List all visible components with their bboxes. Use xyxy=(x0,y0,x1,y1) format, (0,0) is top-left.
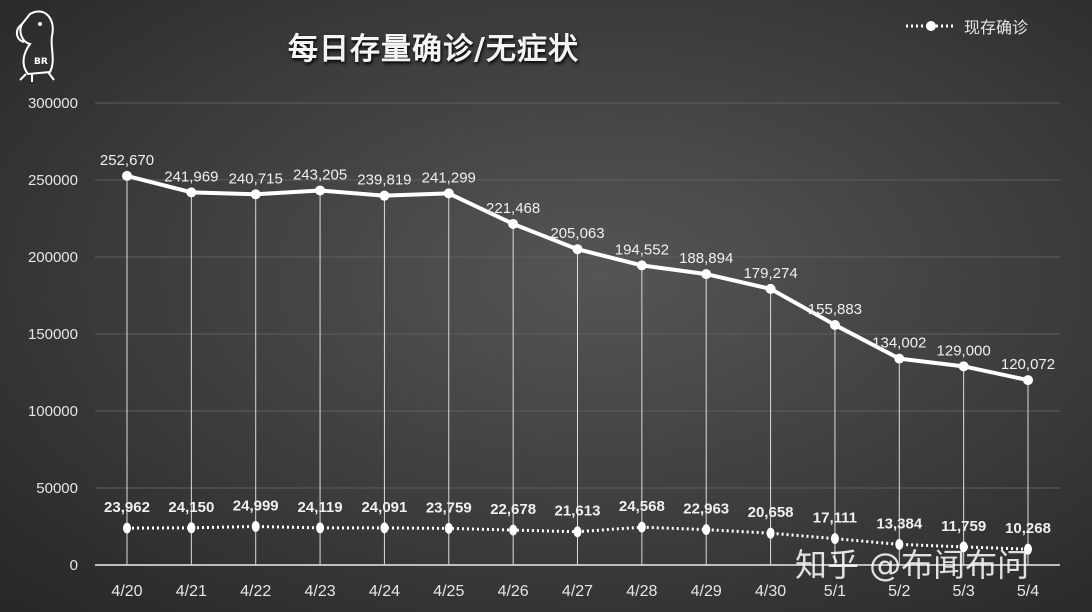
x-tick-label: 5/1 xyxy=(824,583,846,600)
data-point-asymptomatic xyxy=(187,522,196,534)
data-label-asymptomatic: 23,759 xyxy=(426,499,472,516)
data-point-asymptomatic xyxy=(380,522,389,534)
x-tick-label: 4/28 xyxy=(626,583,657,600)
data-point-asymptomatic xyxy=(830,533,839,545)
data-point-asymptomatic xyxy=(573,526,582,538)
data-label-confirmed: 194,552 xyxy=(615,241,669,258)
legend-label: 现存确诊 xyxy=(964,18,1029,37)
y-tick-label: 200000 xyxy=(28,249,78,266)
data-point-confirmed xyxy=(894,353,905,364)
data-label-confirmed: 243,205 xyxy=(293,166,347,183)
data-point-asymptomatic xyxy=(895,538,904,550)
data-point-confirmed xyxy=(958,361,969,372)
x-tick-label: 4/21 xyxy=(176,583,207,600)
data-point-confirmed xyxy=(443,188,454,199)
data-label-confirmed: 241,969 xyxy=(164,168,218,185)
data-point-asymptomatic xyxy=(702,524,711,536)
x-tick-label: 5/2 xyxy=(888,583,910,600)
data-label-asymptomatic: 22,678 xyxy=(490,501,536,518)
x-tick-label: 5/4 xyxy=(1017,583,1039,600)
y-tick-label: 300000 xyxy=(28,95,78,112)
data-point-confirmed xyxy=(572,244,583,255)
data-label-confirmed: 239,819 xyxy=(357,172,411,189)
data-label-asymptomatic: 21,613 xyxy=(555,503,601,520)
y-tick-label: 100000 xyxy=(28,403,78,420)
data-point-confirmed xyxy=(765,283,776,294)
data-label-asymptomatic: 22,963 xyxy=(683,501,729,518)
data-label-asymptomatic: 24,091 xyxy=(361,499,407,516)
data-point-asymptomatic xyxy=(1024,543,1032,555)
data-point-asymptomatic xyxy=(766,527,775,539)
data-label-confirmed: 188,894 xyxy=(679,250,733,267)
data-point-confirmed xyxy=(829,319,840,330)
data-label-confirmed: 129,000 xyxy=(937,342,991,359)
data-point-asymptomatic xyxy=(959,541,968,553)
data-label-confirmed: 240,715 xyxy=(229,170,283,187)
data-label-confirmed: 252,670 xyxy=(100,152,154,169)
data-point-confirmed xyxy=(508,218,519,229)
data-label-confirmed: 179,274 xyxy=(743,265,797,282)
data-point-asymptomatic xyxy=(444,522,453,534)
x-tick-label: 4/22 xyxy=(240,583,271,600)
data-label-confirmed: 221,468 xyxy=(486,200,540,217)
data-point-confirmed xyxy=(379,190,390,201)
data-point-asymptomatic xyxy=(316,522,325,534)
x-tick-label: 4/30 xyxy=(755,583,786,600)
x-tick-label: 4/26 xyxy=(498,583,529,600)
y-tick-label: 0 xyxy=(70,557,78,574)
data-point-asymptomatic xyxy=(509,524,518,536)
data-point-confirmed xyxy=(186,187,197,198)
data-label-confirmed: 205,063 xyxy=(550,225,604,242)
y-tick-label: 150000 xyxy=(28,326,78,343)
data-point-asymptomatic xyxy=(637,521,646,533)
data-label-asymptomatic: 23,962 xyxy=(104,499,150,516)
x-tick-label: 4/20 xyxy=(111,583,142,600)
data-label-asymptomatic: 24,150 xyxy=(168,499,214,516)
data-point-asymptomatic xyxy=(123,522,131,534)
data-point-confirmed xyxy=(250,189,261,200)
x-tick-label: 4/23 xyxy=(305,583,336,600)
x-tick-label: 4/27 xyxy=(562,583,593,600)
watermark: 知乎 @布闻布问 xyxy=(795,546,1030,584)
data-point-asymptomatic xyxy=(251,521,260,533)
data-label-asymptomatic: 13,384 xyxy=(876,515,923,532)
data-label-confirmed: 155,883 xyxy=(808,301,862,318)
y-tick-label: 250000 xyxy=(28,172,78,189)
data-point-confirmed xyxy=(1023,375,1033,386)
x-tick-label: 4/29 xyxy=(691,583,722,600)
data-label-asymptomatic: 11,759 xyxy=(941,518,986,535)
x-tick-label: 4/25 xyxy=(433,583,464,600)
data-label-asymptomatic: 24,568 xyxy=(619,498,665,515)
data-point-confirmed xyxy=(122,170,132,181)
data-label-asymptomatic: 17,111 xyxy=(813,510,857,527)
chart-title: 每日存量确诊/无症状 xyxy=(288,32,579,67)
y-tick-label: 50000 xyxy=(36,480,78,497)
data-label-asymptomatic: 24,119 xyxy=(298,499,343,516)
parrot-logo: BR xyxy=(16,10,55,82)
data-point-confirmed xyxy=(636,260,647,271)
data-label-confirmed: 120,072 xyxy=(1001,356,1055,373)
x-tick-label: 4/24 xyxy=(369,583,400,600)
data-label-asymptomatic: 24,999 xyxy=(233,498,279,515)
data-label-asymptomatic: 10,268 xyxy=(1005,520,1051,537)
data-label-asymptomatic: 20,658 xyxy=(748,504,794,521)
data-label-confirmed: 134,002 xyxy=(872,335,926,352)
data-point-confirmed xyxy=(701,269,712,280)
svg-text:BR: BR xyxy=(34,57,48,67)
legend-dotted-line-icon xyxy=(906,21,956,31)
x-tick-label: 5/3 xyxy=(953,583,975,600)
data-point-confirmed xyxy=(315,185,326,196)
legend[interactable]: 现存确诊 xyxy=(904,14,1028,38)
data-label-confirmed: 241,299 xyxy=(422,169,476,186)
